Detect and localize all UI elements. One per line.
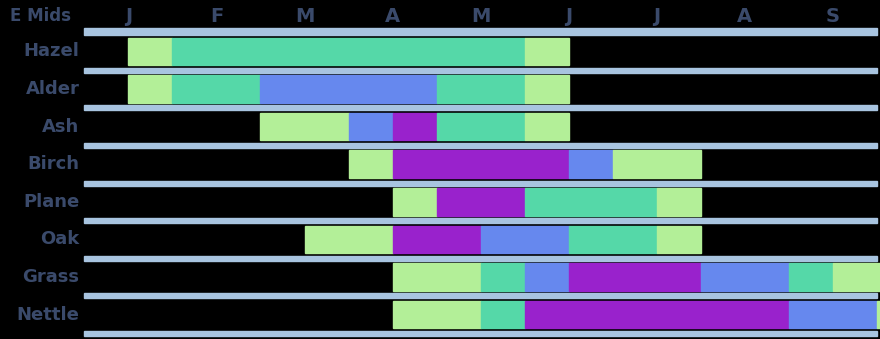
Bar (436, 113, 524, 140)
Bar (480, 226, 568, 253)
Bar (260, 113, 348, 140)
Bar (348, 113, 392, 140)
Text: A: A (385, 6, 400, 25)
Bar (480, 301, 524, 328)
Bar (84, 67, 877, 73)
Bar (260, 75, 436, 103)
Bar (348, 151, 392, 178)
Bar (436, 188, 524, 216)
Bar (392, 263, 480, 291)
Bar (568, 151, 612, 178)
Text: Birch: Birch (27, 155, 79, 173)
Bar (568, 226, 656, 253)
Bar (789, 301, 877, 328)
Bar (392, 226, 480, 253)
Bar (84, 261, 877, 293)
Bar (84, 218, 877, 223)
Bar (172, 75, 260, 103)
Bar (656, 226, 700, 253)
Bar (84, 110, 877, 143)
Bar (436, 75, 524, 103)
Bar (524, 38, 568, 65)
Text: Oak: Oak (40, 231, 79, 248)
Bar (877, 301, 880, 328)
Text: Grass: Grass (22, 268, 79, 286)
Bar (392, 188, 436, 216)
Bar (524, 301, 789, 328)
Text: Nettle: Nettle (17, 306, 79, 324)
Bar (789, 263, 833, 291)
Bar (480, 263, 524, 291)
Text: M: M (471, 6, 490, 25)
Bar (84, 256, 877, 261)
Text: J: J (565, 6, 572, 25)
Bar (84, 148, 877, 180)
Bar (656, 188, 700, 216)
Text: M: M (295, 6, 314, 25)
Text: E Mids: E Mids (10, 7, 70, 25)
Bar (84, 73, 877, 105)
Bar (524, 263, 568, 291)
Text: Alder: Alder (26, 80, 79, 98)
Bar (392, 113, 436, 140)
Bar (84, 105, 877, 110)
Bar (128, 38, 172, 65)
Bar (392, 301, 480, 328)
Bar (128, 75, 172, 103)
Bar (84, 298, 877, 331)
Bar (84, 185, 877, 218)
Text: F: F (209, 6, 223, 25)
Bar (612, 151, 700, 178)
Bar (84, 28, 877, 35)
Bar (833, 263, 880, 291)
Bar (304, 226, 392, 253)
Bar (524, 188, 656, 216)
Text: A: A (737, 6, 752, 25)
Text: J: J (653, 6, 660, 25)
Bar (84, 293, 877, 298)
Bar (700, 263, 789, 291)
Bar (84, 331, 877, 336)
Text: S: S (826, 6, 840, 25)
Bar (524, 113, 568, 140)
Bar (84, 35, 877, 67)
Bar (172, 38, 524, 65)
Text: Ash: Ash (42, 118, 79, 136)
Bar (84, 223, 877, 256)
Bar (392, 151, 568, 178)
Bar (84, 143, 877, 148)
Text: Hazel: Hazel (24, 42, 79, 60)
Bar (84, 180, 877, 185)
Bar (524, 75, 568, 103)
Text: Plane: Plane (23, 193, 79, 211)
Text: J: J (125, 6, 132, 25)
Bar (568, 263, 700, 291)
